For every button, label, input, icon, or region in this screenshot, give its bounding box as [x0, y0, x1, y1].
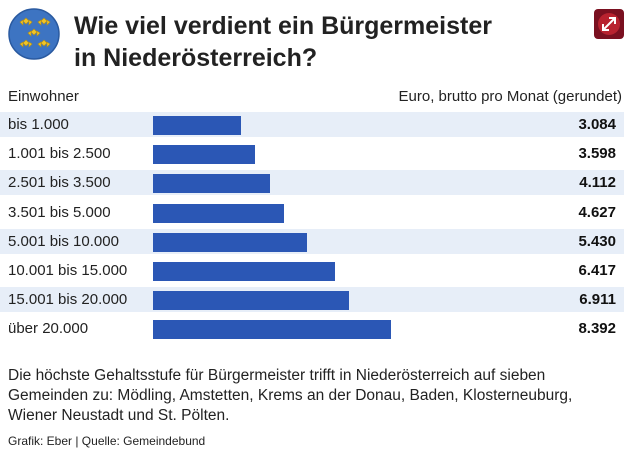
bar: [153, 203, 284, 223]
bar: [153, 232, 307, 252]
source-credit: Grafik: Eber | Quelle: Gemeindebund: [8, 434, 206, 448]
value-label: 4.627: [578, 203, 616, 221]
coat-of-arms-icon: [8, 8, 60, 60]
value-label: 3.598: [578, 145, 616, 163]
category-label: 2.501 bis 3.500: [8, 174, 111, 192]
title-line-1: Wie viel verdient ein Bürgermeister: [74, 12, 492, 40]
value-label: 5.430: [578, 232, 616, 250]
value-label: 8.392: [578, 320, 616, 338]
table-row: 15.001 bis 20.000 6.911: [0, 287, 624, 313]
bar: [153, 262, 335, 281]
header: Wie viel verdient ein Bürgermeister in N…: [0, 0, 630, 80]
column-header-inhabitants: Einwohner: [8, 88, 79, 105]
bar: [153, 174, 270, 194]
category-label: bis 1.000: [8, 116, 69, 133]
column-header-salary: Euro, brutto pro Monat (gerundet): [398, 88, 622, 105]
title-line-2: in Niederösterreich?: [74, 44, 318, 72]
table-row: 1.001 bis 2.500 3.598: [0, 141, 624, 166]
footnote: Die höchste Gehaltsstufe für Bürgermeist…: [8, 367, 573, 424]
category-label: 10.001 bis 15.000: [8, 262, 128, 279]
page-title: Wie viel verdient ein Bürgermeister in N…: [74, 10, 492, 74]
table-row: über 20.000 8.392: [0, 316, 624, 341]
bar: [153, 320, 391, 340]
value-label: 6.911: [579, 291, 616, 309]
category-label: über 20.000: [8, 320, 89, 338]
table-row: 10.001 bis 15.000 6.417: [0, 258, 624, 283]
category-label: 15.001 bis 20.000: [8, 291, 128, 309]
category-label: 1.001 bis 2.500: [8, 145, 111, 163]
value-label: 4.112: [579, 174, 616, 192]
table-row: 5.001 bis 10.000 5.430: [0, 228, 624, 254]
table-row: 2.501 bis 3.500 4.112: [0, 170, 624, 196]
bar: [153, 116, 241, 135]
value-label: 3.084: [578, 116, 616, 133]
category-label: 3.501 bis 5.000: [8, 203, 111, 221]
expand-arrows-icon[interactable]: [594, 9, 624, 39]
bar: [153, 145, 255, 165]
bar: [153, 291, 349, 311]
table-row: bis 1.000 3.084: [0, 112, 624, 137]
value-label: 6.417: [578, 262, 616, 279]
category-label: 5.001 bis 10.000: [8, 232, 119, 250]
table-row: 3.501 bis 5.000 4.627: [0, 200, 624, 225]
